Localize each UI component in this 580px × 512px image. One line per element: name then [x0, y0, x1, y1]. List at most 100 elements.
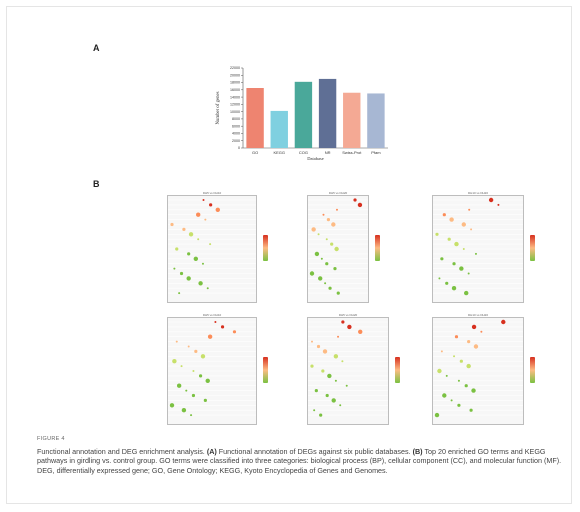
enrichment-dot	[232, 330, 237, 334]
y-tick-label: 20000	[230, 73, 240, 77]
enrichment-dot	[480, 330, 483, 333]
enrichment-dot	[317, 233, 320, 236]
color-scale-legend	[263, 357, 268, 383]
bar-go	[246, 88, 264, 148]
caption-a-text: Functional annotation of DEGs against si…	[218, 446, 411, 456]
enrichment-dot	[447, 237, 451, 241]
enrichment-dot	[449, 217, 454, 222]
enrichment-dot	[206, 287, 209, 290]
color-scale-legend	[395, 357, 400, 383]
x-tick-label: Pfam	[371, 150, 381, 155]
y-tick-label: 18000	[230, 81, 240, 85]
enrichment-dot	[209, 203, 213, 207]
enrichment-dot	[196, 212, 201, 217]
enrichment-dot	[341, 360, 344, 363]
enrichment-dot	[169, 403, 175, 408]
dot-plot-canvas	[168, 321, 258, 417]
enrichment-dot	[325, 262, 329, 266]
x-tick-label: Swiss-Prot	[342, 150, 362, 155]
enrichment-dot	[462, 248, 465, 250]
bar-cog	[294, 81, 313, 148]
y-tick-label: 8000	[232, 117, 240, 121]
enrichment-dot	[322, 349, 328, 354]
enrichment-dot	[197, 238, 200, 241]
enrichment-dot	[473, 344, 479, 349]
x-tick-label: GO	[252, 150, 258, 155]
enrichment-dot	[321, 369, 325, 373]
enrichment-dot	[193, 256, 199, 261]
enrichment-dot	[453, 355, 456, 358]
enrichment-dot	[316, 344, 321, 349]
caption-b-text: Top 20 enriched GO terms and KEGG pathwa…	[37, 446, 562, 475]
enrichment-dot	[445, 374, 448, 377]
color-scale-legend	[375, 235, 380, 261]
y-axis-label: Number of genes	[216, 91, 221, 124]
enrichment-dot	[175, 340, 178, 343]
enrichment-dot	[331, 398, 336, 403]
enrichment-dot	[185, 389, 188, 392]
enrichment-dot	[188, 232, 194, 237]
enrichment-dot	[442, 213, 446, 217]
enrichment-dot	[497, 203, 500, 206]
dot-plot-canvas	[433, 319, 525, 418]
enrichment-dot	[461, 222, 466, 227]
enrichment-dot	[207, 334, 213, 339]
enrichment-dot	[470, 228, 473, 231]
dot-plot-canvas	[308, 320, 390, 417]
y-tick-label: 4000	[232, 132, 240, 136]
enrichment-dot	[347, 324, 352, 330]
enrichment-dot	[452, 262, 456, 266]
enrichment-panel-title: DH5 vs DH10	[202, 191, 222, 195]
enrichment-dot	[191, 393, 196, 398]
enrichment-dot	[474, 252, 477, 255]
enrichment-dot	[334, 379, 337, 382]
enrichment-dot	[336, 291, 340, 295]
enrichment-dot	[357, 202, 363, 208]
enrichment-dot	[170, 222, 174, 227]
enrichment-dot	[333, 354, 339, 359]
enrichment-dot	[310, 364, 314, 368]
enrichment-dot	[311, 227, 316, 232]
enrichment-dot	[457, 379, 460, 382]
enrichment-dot	[440, 257, 444, 261]
enrichment-dot	[358, 329, 363, 334]
bar-nr	[318, 78, 337, 148]
enrichment-dot	[179, 271, 184, 276]
enrichment-dot	[220, 325, 225, 329]
enrichment-dot	[337, 335, 340, 338]
dot-plot-canvas	[168, 199, 258, 295]
enrichment-panel-title: DH10 vs DH20	[467, 191, 488, 195]
enrichment-dot	[467, 272, 470, 275]
enrichment-dot	[320, 257, 323, 260]
enrichment-dot	[187, 252, 191, 256]
enrichment-dot	[328, 286, 332, 290]
enrichment-dot	[325, 393, 329, 398]
enrichment-dot	[324, 282, 327, 285]
enrichment-dot	[180, 365, 183, 368]
enrichment-dot	[466, 363, 471, 369]
bar-swiss-prot	[343, 92, 361, 148]
enrichment-dot	[214, 321, 217, 323]
x-tick-label: NR	[325, 150, 331, 155]
x-tick-label: COG	[299, 150, 308, 155]
enrichment-dot	[471, 324, 477, 330]
enrichment-dot	[322, 213, 325, 216]
panel-a-label: A	[93, 43, 100, 53]
enrichment-dot	[454, 335, 459, 339]
y-tick-label: 2000	[232, 139, 240, 143]
enrichment-dot	[314, 251, 320, 257]
y-tick-label: 14000	[230, 95, 240, 99]
enrichment-dot	[204, 218, 207, 221]
caption-b-label: (B)	[412, 446, 423, 456]
enrichment-dot	[464, 290, 469, 296]
enrichment-dot	[182, 227, 186, 231]
enrichment-panel-4: DH5 vs DH10	[167, 313, 258, 425]
dot-plot-canvas	[308, 198, 370, 295]
enrichment-dot	[331, 222, 336, 227]
enrichment-dot	[198, 281, 203, 286]
enrichment-dot	[488, 197, 494, 203]
y-tick-label: 10000	[230, 110, 240, 114]
enrichment-dot	[467, 340, 471, 344]
enrichment-panel-2: DH5 vs DH20	[307, 191, 370, 303]
enrichment-dot	[330, 242, 334, 246]
